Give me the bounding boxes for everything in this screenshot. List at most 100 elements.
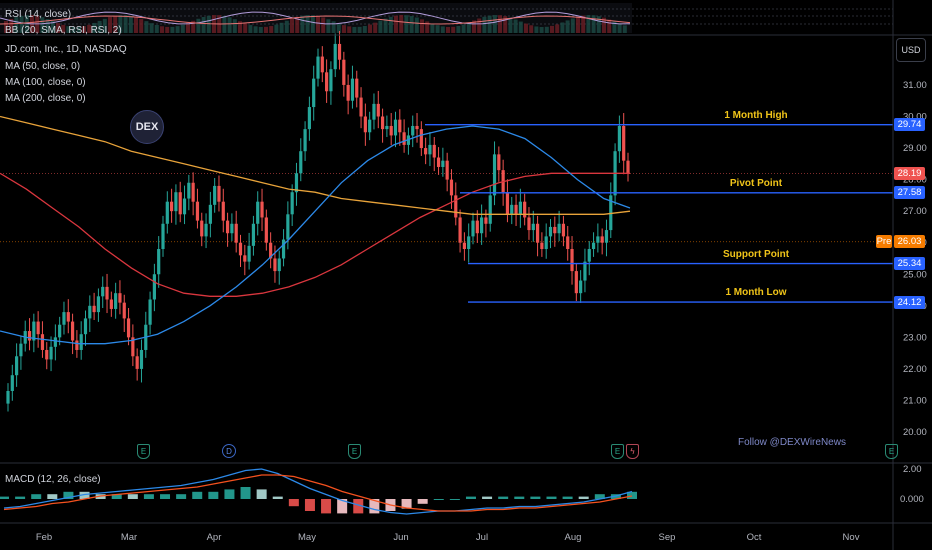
candle <box>458 217 462 243</box>
candle <box>281 239 286 259</box>
rsi-bar <box>607 19 612 33</box>
rsi-bar <box>487 15 492 33</box>
candle <box>165 201 169 224</box>
rsi-bar <box>581 15 586 33</box>
ma200-line <box>0 115 631 215</box>
y-tick-label: 23.00 <box>903 332 927 343</box>
macd-histogram-bar <box>63 491 74 499</box>
candle <box>609 195 613 231</box>
rsi-bar <box>451 26 456 33</box>
rsi-bar <box>446 26 450 33</box>
earnings-icon[interactable]: E <box>348 444 361 459</box>
price-panel <box>0 30 893 412</box>
rsi-bar <box>576 16 580 33</box>
earnings-icon[interactable]: E <box>611 444 624 459</box>
candle <box>484 217 488 224</box>
macd-histogram-bar <box>353 499 364 514</box>
macd-indicator-label[interactable]: MACD (12, 26, close) <box>5 474 101 485</box>
candle <box>535 223 540 243</box>
rsi-bar <box>227 17 232 33</box>
candle <box>600 236 604 243</box>
candle <box>187 182 191 199</box>
candle <box>96 296 101 313</box>
rsi-bar <box>149 23 154 33</box>
candle <box>49 346 53 360</box>
x-tick-label: Oct <box>747 532 762 543</box>
rsi-bar <box>409 16 414 33</box>
macd-histogram-bar <box>627 491 637 499</box>
candle <box>346 84 350 101</box>
macd-tick-label: 0.000 <box>900 494 924 505</box>
candle <box>445 160 449 180</box>
candle <box>256 201 260 224</box>
rsi-bar <box>440 26 445 33</box>
x-tick-label: Jun <box>393 532 408 543</box>
candle <box>591 242 596 250</box>
candle <box>79 334 83 350</box>
rsi-bar <box>555 24 560 33</box>
rsi-bar <box>472 20 476 33</box>
macd-histogram-bar <box>208 491 219 499</box>
rsi-bar <box>232 19 237 33</box>
rsi-bar <box>191 20 196 33</box>
rsi-bar <box>92 22 97 33</box>
dividend-icon[interactable]: D <box>222 444 236 458</box>
rsi-bar <box>290 18 294 33</box>
x-tick-label: Mar <box>121 532 137 543</box>
rsi-bar <box>24 15 29 33</box>
macd-histogram-bar <box>240 487 251 499</box>
rsi-bar <box>617 23 622 33</box>
rsi-bar <box>482 16 487 33</box>
rsi-indicator-label[interactable]: RSI (14, close) <box>5 9 72 20</box>
candle <box>566 236 570 250</box>
macd-histogram-bar <box>498 496 509 499</box>
bb-indicator-label[interactable]: BB (20, SMA, RSI, RSI, 2) <box>5 25 122 36</box>
macd-histogram-bar <box>562 496 573 499</box>
rsi-bar <box>113 15 118 34</box>
candle <box>161 223 165 250</box>
x-tick-label: Aug <box>565 532 582 543</box>
symbol-label[interactable]: JD.com, Inc., 1D, NASDAQ <box>5 44 127 55</box>
rsi-bar <box>461 24 466 33</box>
candle <box>122 302 126 319</box>
rsi-bar <box>108 17 112 33</box>
rsi-bar <box>622 25 627 33</box>
ma200-label[interactable]: MA (200, close, 0) <box>5 93 86 104</box>
rsi-bar <box>394 15 398 34</box>
rsi-bar <box>128 15 133 34</box>
split-icon[interactable]: ϟ <box>626 444 639 459</box>
rsi-bar <box>492 15 497 33</box>
earnings-icon[interactable]: E <box>885 444 898 459</box>
rsi-bar <box>66 26 71 33</box>
earnings-icon[interactable]: E <box>137 444 150 459</box>
candle <box>359 97 363 117</box>
candle <box>398 119 402 133</box>
signal-line <box>3 474 633 512</box>
rsi-bar <box>570 18 575 33</box>
macd-histogram-bar <box>160 494 171 499</box>
rsi-bar <box>321 17 326 33</box>
candle <box>312 78 316 108</box>
rsi-bar <box>550 25 554 33</box>
rsi-bar <box>40 17 45 33</box>
candle <box>518 201 522 215</box>
candle <box>376 103 380 117</box>
ma50-label[interactable]: MA (50, close, 0) <box>5 61 81 72</box>
rsi-bar <box>14 17 19 33</box>
candle <box>62 312 66 325</box>
level-label: 1 Month Low <box>725 287 787 298</box>
rsi-bar <box>544 26 549 33</box>
rsi-bar <box>534 26 539 33</box>
candle <box>471 220 475 237</box>
rsi-bar <box>139 19 144 33</box>
macd-histogram-bar <box>47 494 58 499</box>
ma100-label[interactable]: MA (100, close, 0) <box>5 77 86 88</box>
candle <box>19 343 23 357</box>
candle <box>579 280 583 294</box>
rsi-bar <box>253 26 258 33</box>
candle <box>36 321 40 335</box>
currency-button[interactable]: USD <box>896 38 926 62</box>
y-tick-label: 28.00 <box>903 175 927 186</box>
candle <box>355 78 359 98</box>
